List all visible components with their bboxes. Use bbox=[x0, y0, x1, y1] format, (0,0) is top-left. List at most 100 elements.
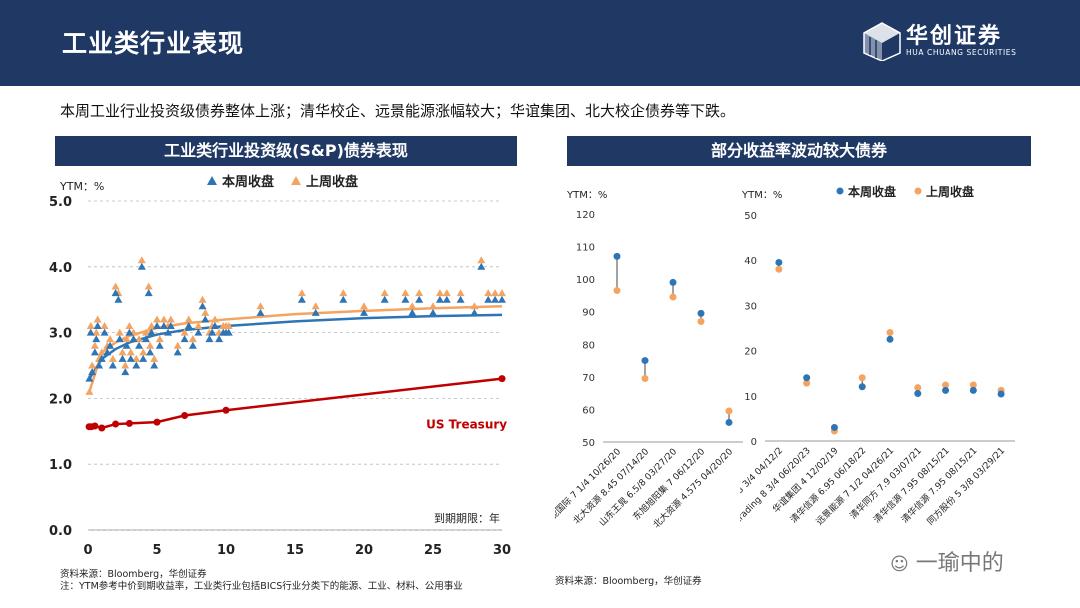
brand-name-cn: 华创证券 bbox=[906, 24, 1003, 49]
scatter-point bbox=[166, 322, 175, 330]
header-bar: 工业类行业表现 华创证券 HUA CHUANG SECURITIES bbox=[0, 0, 1080, 86]
page-title: 工业类行业表现 bbox=[62, 29, 245, 58]
industrial-bond-scatter-chart: 0.0 1.0 2.0 3.0 4.0 5.0 0 5 10 15 20 25 30 YTM：% 到期期限：… bbox=[49, 174, 511, 558]
last-week-point bbox=[641, 374, 649, 382]
scatter-point bbox=[121, 368, 130, 376]
scatter-point bbox=[201, 315, 210, 323]
scatter-point bbox=[498, 295, 506, 303]
scatter-point bbox=[415, 295, 424, 303]
scatter-point bbox=[201, 308, 210, 316]
scatter-point bbox=[115, 335, 124, 343]
y-tick-label: 4.0 bbox=[49, 261, 72, 276]
scatter-point bbox=[126, 354, 135, 362]
scatter-point bbox=[208, 328, 217, 336]
scatter-point bbox=[132, 361, 141, 369]
watermark: ☺ 一瑜中的 bbox=[890, 545, 1004, 577]
scatter-point bbox=[90, 341, 99, 349]
scatter-point bbox=[159, 315, 168, 323]
y-tick-label: 0.0 bbox=[49, 524, 72, 539]
scatter-point bbox=[115, 328, 124, 336]
legend-marker bbox=[914, 187, 922, 195]
this-week-point bbox=[697, 309, 705, 317]
scatter-point bbox=[180, 335, 189, 343]
scatter-point bbox=[155, 335, 164, 343]
brand-cube-icon bbox=[863, 22, 901, 61]
y-tick-label: 30 bbox=[744, 301, 757, 312]
scatter-point bbox=[88, 361, 97, 369]
y-tick-label: 70 bbox=[582, 373, 595, 384]
scatter-point bbox=[484, 289, 493, 297]
scatter-point bbox=[194, 328, 203, 336]
scatter-point bbox=[401, 289, 410, 297]
scatter-point bbox=[408, 302, 417, 310]
legend-label: 本周收盘 bbox=[848, 184, 896, 199]
scatter-point bbox=[111, 289, 120, 297]
scatter-point bbox=[188, 335, 197, 343]
legend-label: 本周收盘 bbox=[222, 174, 274, 190]
scatter-point bbox=[85, 374, 94, 382]
treasury-point bbox=[181, 412, 189, 420]
left-note: 注：YTM参考中价到期收益率，工业类行业包括BICS行业分类下的能源、工业、材料… bbox=[60, 581, 463, 592]
scatter-point bbox=[477, 262, 486, 270]
y-tick-label: 60 bbox=[582, 405, 595, 416]
wechat-icon: ☺ bbox=[890, 554, 909, 575]
this-week-point bbox=[997, 390, 1005, 398]
treasury-point bbox=[91, 422, 99, 430]
right-panel-title: 部分收益率波动较大债券 bbox=[567, 136, 1031, 166]
right-source: 资料来源：Bloomberg，华创证券 bbox=[555, 576, 702, 587]
legend-marker bbox=[207, 176, 217, 185]
this-week-point bbox=[775, 258, 783, 266]
scatter-point bbox=[141, 335, 150, 343]
scatter-point bbox=[125, 328, 134, 336]
scatter-point bbox=[114, 295, 123, 303]
scatter-point bbox=[100, 328, 109, 336]
treasury-point bbox=[222, 406, 230, 414]
y-tick-label: 20 bbox=[744, 347, 757, 358]
y-tick-label: 110 bbox=[576, 243, 595, 254]
scatter-point bbox=[121, 361, 130, 369]
scatter-point bbox=[415, 289, 424, 297]
y-tick-label: 1.0 bbox=[49, 458, 72, 473]
last-week-point bbox=[613, 287, 621, 295]
scatter-point bbox=[360, 302, 368, 310]
scatter-point bbox=[210, 315, 219, 323]
trendline bbox=[88, 305, 503, 393]
left-source: 资料来源：Bloomberg，华创证券 bbox=[60, 569, 207, 580]
this-week-point bbox=[641, 357, 649, 365]
scatter-point bbox=[111, 282, 120, 290]
scatter-point bbox=[173, 348, 182, 356]
left-panel-title: 工业类行业投资级(S&P)债券表现 bbox=[55, 136, 517, 166]
last-week-point bbox=[803, 379, 811, 387]
scatter-point bbox=[188, 341, 197, 349]
this-week-point bbox=[886, 335, 894, 343]
scatter-point bbox=[146, 348, 155, 356]
scatter-point bbox=[498, 289, 506, 297]
scatter-point bbox=[88, 368, 97, 376]
this-week-point bbox=[969, 386, 977, 394]
y-axis-label: YTM：% bbox=[741, 190, 782, 201]
scatter-point bbox=[147, 322, 156, 330]
y-tick-label: 100 bbox=[576, 275, 595, 286]
this-week-point bbox=[803, 374, 811, 382]
y-tick-label: 3.0 bbox=[49, 327, 72, 342]
legend-marker bbox=[836, 187, 844, 195]
y-tick-label: 5.0 bbox=[49, 195, 72, 210]
scatter-point bbox=[137, 262, 146, 270]
last-week-point bbox=[886, 329, 894, 337]
y-tick-label: 50 bbox=[582, 438, 595, 449]
scatter-point bbox=[470, 302, 479, 310]
scatter-point bbox=[198, 302, 207, 310]
this-week-point bbox=[942, 386, 950, 394]
scatter-point bbox=[95, 361, 104, 369]
scatter-point bbox=[135, 341, 144, 349]
y-tick-label: 0 bbox=[751, 437, 757, 448]
this-week-point bbox=[858, 383, 866, 391]
scatter-point bbox=[132, 354, 141, 362]
scatter-point bbox=[256, 308, 265, 316]
scatter-point bbox=[435, 289, 444, 297]
scatter-point bbox=[215, 335, 224, 343]
scatter-point bbox=[380, 295, 389, 303]
treasury-label: US Treasury bbox=[426, 418, 507, 432]
x-tick-label: 0 bbox=[83, 543, 92, 558]
